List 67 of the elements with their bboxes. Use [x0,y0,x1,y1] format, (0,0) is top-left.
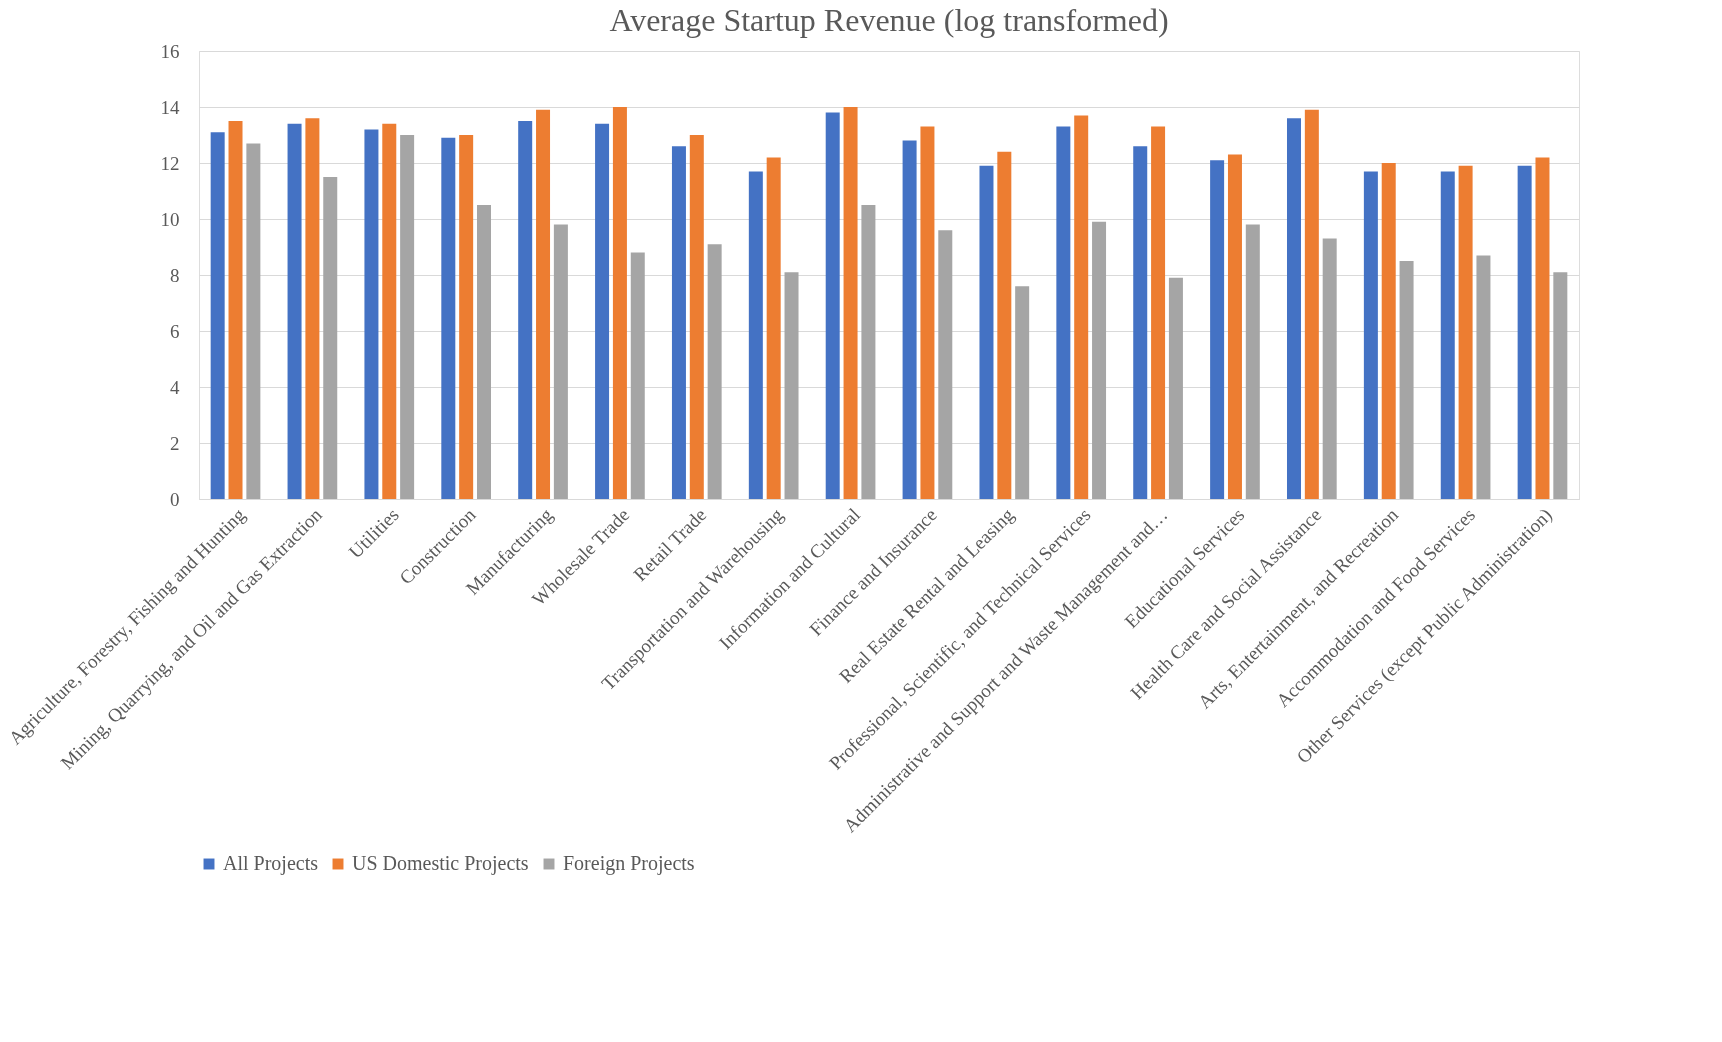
y-tick-label: 2 [170,432,180,454]
bar [1458,165,1473,499]
bar [843,107,858,499]
bar [707,244,722,499]
bar [210,132,225,499]
bar [1074,115,1089,499]
chart-title: Average Startup Revenue (log transformed) [609,2,1169,38]
bar [518,121,533,499]
bar [400,135,415,499]
y-tick-label: 10 [160,208,180,230]
y-tick-label: 0 [170,488,180,510]
bar [287,123,302,499]
bar [1151,126,1166,499]
bar [997,151,1012,499]
y-tick-label: 16 [160,40,180,62]
bar [323,177,338,499]
bar [766,157,781,499]
bar [382,123,397,499]
bar [441,137,456,499]
bar [689,135,704,499]
bar [1476,255,1491,499]
bar [1056,126,1071,499]
bar [612,107,627,499]
bar [1227,154,1242,499]
bar [1381,163,1396,499]
bar [1553,272,1568,499]
bar [1210,160,1225,499]
bar [1092,221,1107,499]
bar [1304,109,1319,499]
bar [825,112,840,499]
bar [246,143,261,499]
legend-label: All Projects [223,852,319,875]
bar [1322,238,1337,499]
bar [1133,146,1148,499]
bar [228,121,243,499]
bar [630,252,645,499]
bar [364,129,379,499]
bar [459,135,474,499]
bar [861,205,876,499]
bar [979,165,994,499]
bar [1517,165,1532,499]
bar [477,205,492,499]
y-tick-label: 12 [160,152,180,174]
bar [536,109,551,499]
y-tick-label: 6 [170,320,180,342]
bar [1286,118,1301,499]
bar [748,171,763,499]
y-tick-label: 14 [160,96,180,118]
bar [1399,261,1414,499]
bar [1363,171,1378,499]
bar [671,146,686,499]
bar [1245,224,1260,499]
bar [784,272,799,499]
legend-label: US Domestic Projects [352,852,529,875]
bar [902,140,917,499]
bar [595,123,610,499]
bar [553,224,568,499]
bar [1440,171,1455,499]
bar [1535,157,1550,499]
bar [305,118,320,499]
bar [920,126,935,499]
legend-label: Foreign Projects [563,852,695,875]
bar [938,230,953,499]
y-tick-label: 8 [170,264,180,286]
bar [1015,286,1030,499]
bar [1168,277,1183,499]
y-tick-label: 4 [170,376,180,398]
